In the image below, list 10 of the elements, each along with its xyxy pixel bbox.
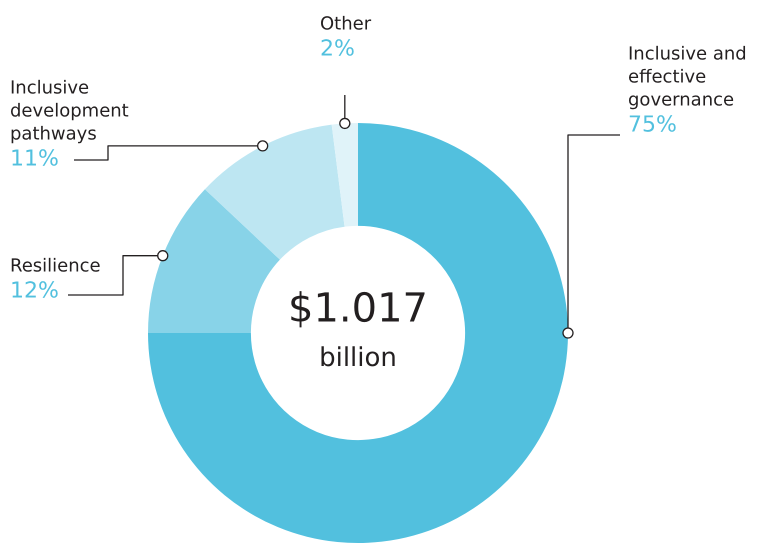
slice-label: Other xyxy=(320,14,372,35)
text: $1.017 xyxy=(288,285,428,332)
data-label: 11% xyxy=(10,146,59,172)
data-label: 12% xyxy=(10,278,59,304)
text: billion xyxy=(319,342,397,373)
data-label: 2% xyxy=(320,36,355,62)
data-label: 75% xyxy=(628,112,677,138)
slice-label: Inclusive and effective governance xyxy=(628,44,747,111)
slice-label: Inclusive development pathways xyxy=(10,78,129,145)
slice-label: Resilience xyxy=(10,256,101,277)
